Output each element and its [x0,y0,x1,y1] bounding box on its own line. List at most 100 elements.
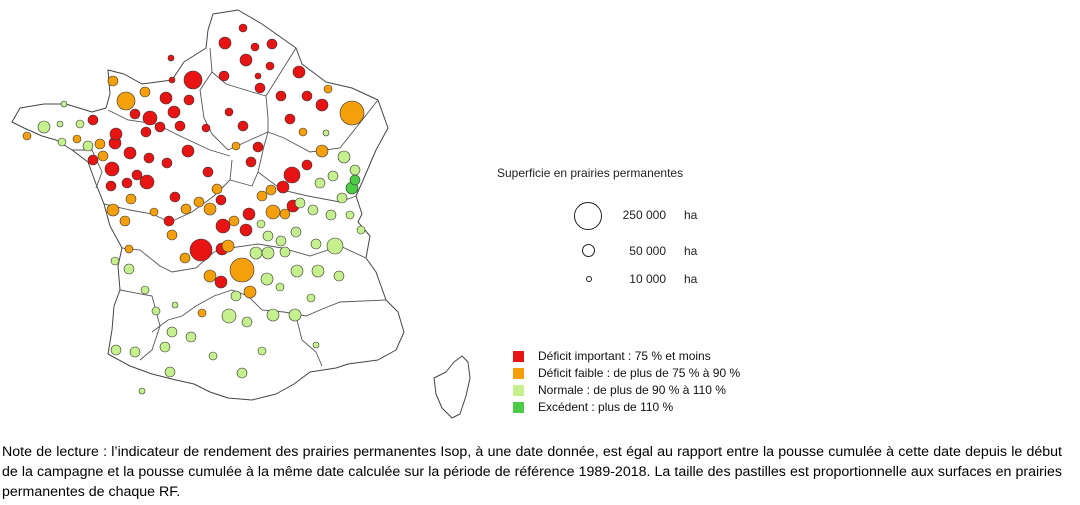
indicator-dot [243,285,257,299]
indicator-dot [94,138,106,150]
indicator-dot [218,70,230,82]
indicator-dot [197,308,207,318]
indicator-dot [202,166,214,178]
legend-label-deficit-faible: Déficit faible : de plus de 75 % à 90 % [538,366,741,380]
indicator-dot [275,90,287,102]
indicator-dot [154,121,166,133]
indicator-dot [292,65,306,79]
indicator-dot [87,114,99,126]
size-legend-unit-medium: ha [684,244,698,258]
indicator-dot [168,76,176,84]
indicator-dot [214,275,228,289]
indicator-dot [260,272,274,286]
indicator-dot [131,169,143,181]
indicator-dot [322,129,330,137]
indicator-dot [180,203,192,215]
indicator-dot [164,366,176,378]
indicator-dots [22,23,366,395]
region-boundary [295,315,323,367]
indicator-dot [193,196,205,208]
indicator-dot [221,239,235,253]
indicator-dot [159,341,171,353]
indicator-dot [75,119,85,129]
indicator-dot [333,270,345,282]
indicator-dot [307,204,319,216]
indicator-dot [257,346,267,356]
legend-label-deficit-important: Déficit important : 75 % et moins [538,349,711,363]
legend-swatch-normale [513,385,524,396]
indicator-dot [140,126,152,138]
indicator-dot [22,131,32,141]
indicator-dot [215,218,231,234]
region-boundary [209,47,297,97]
indicator-dot [254,72,262,80]
indicator-dot [298,127,308,137]
indicator-dot [163,215,175,227]
size-legend-circle-large [574,202,602,230]
indicator-dot [315,98,329,112]
indicator-dot [109,127,123,141]
indicator-dot [37,120,51,134]
size-legend-unit-small: ha [684,272,698,286]
indicator-dot [183,70,203,90]
indicator-dot [138,387,146,395]
indicator-dot [241,316,253,328]
indicator-dot [229,257,255,283]
size-legend-unit-large: ha [684,208,698,222]
indicator-dot [265,204,281,220]
indicator-dot [129,346,141,358]
indicator-dot [151,306,161,316]
indicator-dot [294,197,306,209]
indicator-dot [230,290,242,302]
indicator-dot [325,209,337,221]
indicator-dot [211,183,223,195]
indicator-dot [97,150,109,162]
indicator-dot [349,164,361,176]
indicator-dot [189,238,213,262]
indicator-dot [121,177,133,189]
indicator-dot [339,100,365,126]
indicator-dot [254,82,266,94]
corsica-outline [433,355,471,419]
indicator-dot [284,113,296,125]
indicator-dot [142,110,158,126]
size-legend-value-medium: 50 000 [629,244,666,258]
legend-label-excedent: Excédent : plus de 110 % [538,400,674,414]
indicator-dot [129,108,141,120]
indicator-dot [181,144,195,158]
indicator-dot [139,86,151,98]
indicator-dot [290,226,302,238]
indicator-dot [249,246,263,260]
indicator-dot [185,331,197,343]
indicator-dot [107,75,119,87]
indicator-dot [159,91,173,105]
indicator-dot [87,154,99,166]
indicator-dot [239,223,253,237]
indicator-dot [72,134,82,144]
indicator-dot [239,53,253,67]
indicator-dot [104,161,120,177]
indicator-dot [105,180,117,192]
indicator-dot [242,207,256,221]
indicator-dot [266,38,278,50]
indicator-dot [283,166,301,184]
indicator-dot [290,264,304,278]
indicator-dot [301,90,313,102]
size-legend-circle-small [586,276,592,282]
indicator-dot [124,244,134,254]
region-boundary [265,95,379,153]
indicator-dot [110,344,122,356]
indicator-dot [201,123,211,133]
size-legend-value-small: 10 000 [629,272,666,286]
indicator-dot [171,301,179,309]
indicator-dot [288,308,302,322]
france-map [11,9,471,419]
indicator-dot [56,120,64,128]
indicator-dot [301,159,313,171]
size-legend-title: Superficie en prairies permanentes [497,166,684,180]
indicator-dot [265,184,277,196]
reading-note: Note de lecture : l’indicateur de rendem… [2,444,1062,500]
indicator-dot [275,235,287,247]
indicator-dot [237,120,249,132]
size-legend-row-medium: 50 000 ha [540,240,760,270]
